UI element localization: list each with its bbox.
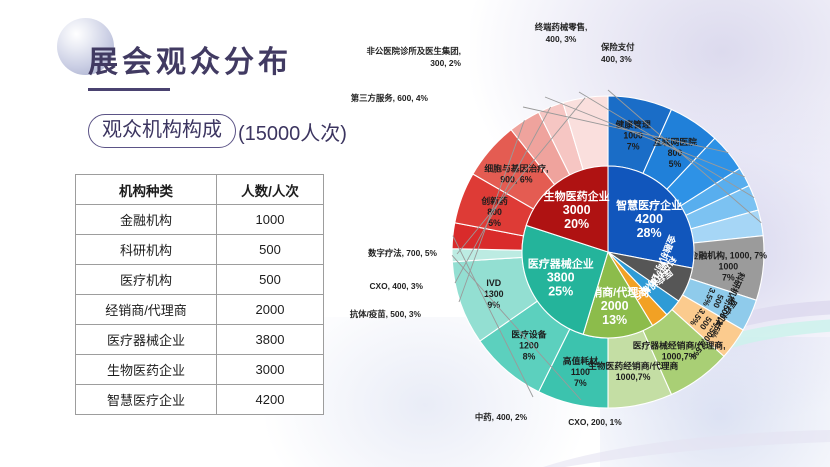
outer-slice-label: 8%	[523, 352, 536, 362]
leader-line	[607, 89, 762, 224]
subtitle-total: (15000人次)	[238, 122, 347, 145]
leader-line	[522, 106, 729, 154]
outer-slice-label: 互联网医院	[653, 136, 697, 147]
inner-slice-value: 3000	[563, 203, 591, 217]
inner-slice-value: 2000	[601, 299, 629, 313]
outer-slice-label: 1200	[519, 341, 539, 351]
outer-slice-label: 7%	[627, 142, 640, 152]
outer-slice-label: 900, 6%	[500, 174, 532, 184]
subtitle-pill: 观众机构构成	[88, 114, 236, 148]
inner-slice-label: 生物医药企业	[544, 189, 610, 203]
outer-slice-label: 1000,7%	[662, 351, 697, 361]
leader-line	[451, 254, 582, 401]
outer-slice-label: 1100	[571, 367, 590, 377]
outer-slice-label: 医疗器械经销商/代理商,	[633, 339, 726, 350]
cell-category: 医疗器械企业	[75, 324, 217, 355]
page-title: 展会观众分布	[88, 46, 292, 79]
outer-slice-label: 健康管理	[616, 119, 651, 130]
outer-slice-label: 7%	[574, 378, 587, 388]
inner-slice-percent: 20%	[564, 217, 589, 231]
outer-slice-label: 高值耗材	[563, 355, 598, 366]
outside-label: 第三方服务, 600, 4%	[351, 93, 429, 103]
cell-count: 500	[216, 264, 324, 295]
column-header-category: 机构种类	[75, 174, 217, 205]
cell-count: 500	[216, 234, 324, 265]
inner-slice-percent: 28%	[637, 226, 662, 240]
outside-label: 数字疗法, 700, 5%	[368, 248, 437, 258]
outer-slice-label: 1000	[719, 262, 739, 272]
outer-slice-label: 医疗设备	[511, 329, 546, 340]
outer-slice-label: 生物医药经销商/代理商	[588, 360, 679, 371]
table-row: 科研机构 500	[75, 234, 324, 265]
outside-label: CXO, 400, 3%	[369, 281, 423, 291]
outer-slice-label: 7%	[722, 273, 735, 283]
outer-slice-label: 1300	[484, 289, 504, 299]
inner-slice[interactable]	[521, 224, 609, 336]
cell-category: 经销商/代理商	[75, 294, 217, 325]
table-row: 医疗机构 500	[75, 264, 324, 295]
column-header-count: 人数/人次	[216, 174, 324, 205]
leader-line	[544, 96, 745, 178]
cell-count: 4200	[216, 384, 324, 415]
inner-slice-percent: 13%	[602, 313, 627, 327]
table-header-row: 机构种类 人数/人次	[75, 174, 324, 205]
table-row: 金融机构 1000	[75, 204, 324, 235]
inner-slice-label: 智慧医疗企业	[616, 198, 682, 212]
outer-slice-label: IVD	[486, 278, 501, 288]
table-row: 生物医药企业 3000	[75, 354, 324, 385]
table-row: 经销商/代理商 2000	[75, 294, 324, 325]
cell-category: 医疗机构	[75, 264, 217, 295]
outer-slice-label: 1000	[623, 131, 643, 141]
outer-slice-label: 细胞与基因治疗,	[484, 162, 548, 173]
leader-lines-group	[451, 89, 762, 401]
cell-count: 3000	[216, 354, 324, 385]
cell-category: 生物医药企业	[75, 354, 217, 385]
outer-slice-label: 800	[487, 207, 502, 217]
inner-slice[interactable]	[582, 250, 654, 339]
cell-count: 2000	[216, 294, 324, 325]
cell-category: 智慧医疗企业	[75, 384, 217, 415]
outer-slice-label: 金融机构, 1000, 7%	[689, 250, 767, 261]
leader-line	[456, 97, 586, 255]
inner-slice[interactable]	[607, 165, 695, 269]
outside-label: 中药, 400, 2%	[475, 412, 528, 422]
cell-count: 3800	[216, 324, 324, 355]
outside-label: CXO, 200, 1%	[568, 417, 622, 427]
cell-count: 1000	[216, 204, 324, 235]
title-underline	[88, 88, 170, 91]
outside-label: 400, 3%	[546, 34, 577, 44]
outside-label: 300, 2%	[430, 58, 461, 68]
table-row: 医疗器械企业 3800	[75, 324, 324, 355]
decorative-sphere	[57, 18, 114, 75]
outside-label: 抗体/疫苗, 500, 3%	[350, 309, 422, 319]
table-row: 智慧医疗企业 4200	[75, 384, 324, 415]
outer-slice-label: 5%	[669, 159, 682, 169]
outer-slice-label: 创新药	[480, 195, 508, 206]
outer-slice-label: 5%	[488, 218, 501, 228]
cell-category: 科研机构	[75, 234, 217, 265]
inner-slice-value: 3800	[547, 271, 575, 285]
subtitle-group: 观众机构构成 (15000人次)	[88, 114, 347, 148]
audience-table: 机构种类 人数/人次 金融机构 1000 科研机构 500 医疗机构 500 经…	[75, 174, 324, 415]
leader-line	[578, 91, 755, 199]
outer-slice-label: 9%	[487, 300, 500, 310]
inner-slice[interactable]	[525, 165, 609, 253]
inner-slice-label: 医疗器械企业	[528, 257, 594, 271]
inner-slice-percent: 25%	[548, 285, 573, 299]
cell-category: 金融机构	[75, 204, 217, 235]
outside-label: 400, 3%	[601, 54, 632, 64]
outside-label: 终端药械零售,	[534, 22, 588, 32]
outside-label: 非公医院诊所及医生集团,	[367, 46, 461, 56]
outer-slice-label: 800	[668, 148, 683, 158]
inner-slice-value: 4200	[635, 212, 663, 226]
outer-slice-label: 1000,7%	[616, 372, 651, 382]
outside-labels-group: 第三方服务, 600, 4% 非公医院诊所及医生集团, 300, 2% 终端药械零售,…	[350, 22, 635, 427]
leader-line	[454, 106, 551, 284]
outside-label: 保险支付	[600, 42, 635, 52]
